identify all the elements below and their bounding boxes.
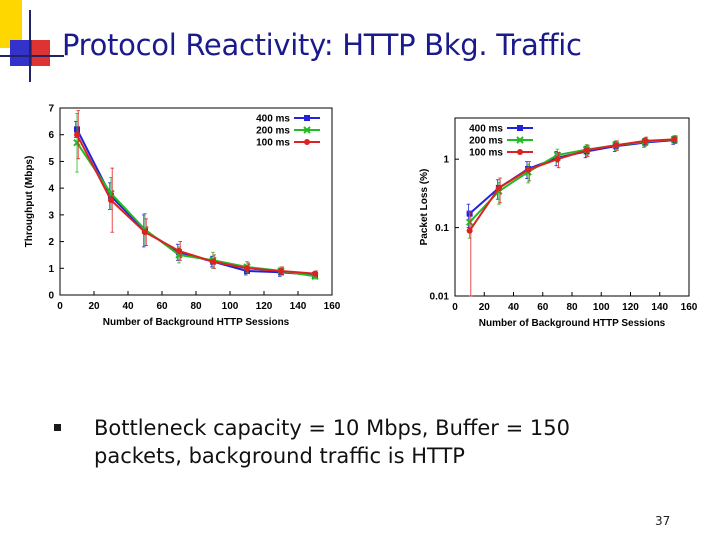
throughput-chart: 0 20 40 60 80 100 120 140 160 0 1 2 3 4 5 6 7 Number of B… — [24, 104, 341, 329]
x-tick-label: 40 — [122, 301, 134, 312]
decor-yellow-square — [0, 0, 22, 48]
data-point-100-ms — [554, 156, 561, 163]
legend-label-200-ms: 200 ms — [469, 136, 503, 147]
legend-marker-200-ms — [303, 126, 311, 134]
x-tick-label: 160 — [324, 301, 341, 312]
data-point-100-ms — [671, 136, 678, 143]
legend-marker-100-ms — [304, 139, 310, 145]
data-point-100-ms — [583, 147, 590, 154]
data-point-100-ms — [495, 184, 502, 191]
x-tick-label: 0 — [452, 302, 458, 313]
y-axis-label: Throughput (Mbps) — [24, 156, 35, 248]
x-tick-label: 60 — [537, 302, 549, 313]
y-tick-label: 1 — [443, 155, 449, 166]
data-point-100-ms — [612, 142, 619, 149]
legend-marker-200-ms — [516, 136, 524, 144]
data-point-100-ms — [466, 227, 473, 234]
data-point-100-ms — [74, 131, 80, 138]
page-number: 37 — [655, 514, 671, 528]
data-point-100-ms — [278, 267, 284, 274]
decor-horizontal-line — [0, 55, 64, 57]
legend-label-400-ms: 400 ms — [469, 124, 503, 135]
x-axis-label: Number of Background HTTP Sessions — [103, 317, 290, 328]
data-point-100-ms — [108, 197, 114, 204]
y-tick-label: 2 — [48, 237, 54, 248]
y-tick-label: 7 — [48, 104, 54, 115]
y-tick-label: 0.1 — [435, 223, 449, 234]
x-tick-label: 120 — [622, 302, 639, 313]
legend-marker-400-ms — [517, 125, 523, 131]
data-point-100-ms — [142, 229, 148, 236]
x-tick-label: 20 — [479, 302, 491, 313]
bullet-marker — [54, 424, 61, 431]
x-tick-label: 140 — [290, 301, 307, 312]
y-tick-label: 4 — [48, 184, 54, 195]
legend-label-400-ms: 400 ms — [256, 114, 290, 125]
bullet-text: Bottleneck capacity = 10 Mbps, Buffer = … — [94, 416, 570, 468]
data-point-100-ms — [176, 247, 182, 254]
slide-title: Protocol Reactivity: HTTP Bkg. Traffic — [62, 28, 582, 62]
x-tick-label: 60 — [156, 301, 168, 312]
y-tick-label: 5 — [48, 157, 54, 168]
x-tick-label: 100 — [222, 301, 239, 312]
data-point-100-ms — [210, 258, 216, 265]
plot-frame — [59, 107, 333, 296]
legend-marker-400-ms — [304, 115, 310, 121]
data-point-100-ms — [312, 270, 318, 277]
y-tick-label: 3 — [48, 210, 54, 221]
x-tick-label: 120 — [256, 301, 273, 312]
data-point-100-ms — [525, 166, 532, 173]
legend-label-100-ms: 100 ms — [469, 148, 503, 159]
series-line-100-ms — [468, 138, 675, 232]
data-point-100-ms — [642, 137, 649, 144]
y-tick-label: 0.01 — [430, 292, 450, 303]
x-tick-label: 100 — [593, 302, 610, 313]
x-tick-label: 20 — [88, 301, 100, 312]
decor-vertical-line — [29, 10, 31, 82]
legend-label-200-ms: 200 ms — [256, 126, 290, 137]
legend-marker-100-ms — [517, 149, 523, 155]
x-axis-label: Number of Background HTTP Sessions — [479, 318, 666, 329]
y-tick-label: 1 — [48, 264, 54, 275]
y-tick-label: 6 — [48, 130, 54, 141]
x-tick-label: 80 — [566, 302, 578, 313]
x-tick-label: 140 — [651, 302, 668, 313]
legend-label-100-ms: 100 ms — [256, 138, 290, 149]
y-axis-label: Packet Loss (%) — [419, 169, 430, 246]
decor-blue-square — [10, 40, 32, 66]
y-tick-label: 0 — [48, 291, 54, 302]
data-point-200-ms — [465, 218, 474, 226]
series-line-100-ms — [76, 134, 316, 275]
x-tick-label: 40 — [508, 302, 520, 313]
x-tick-label: 80 — [190, 301, 202, 312]
x-tick-label: 0 — [57, 301, 63, 312]
decor-red-square — [32, 40, 50, 66]
packet-loss-chart: 0 20 40 60 80 100 120 140 160 0.01 0.1 1 Number of B… — [419, 117, 698, 329]
x-tick-label: 160 — [681, 302, 698, 313]
data-point-100-ms — [244, 265, 250, 272]
